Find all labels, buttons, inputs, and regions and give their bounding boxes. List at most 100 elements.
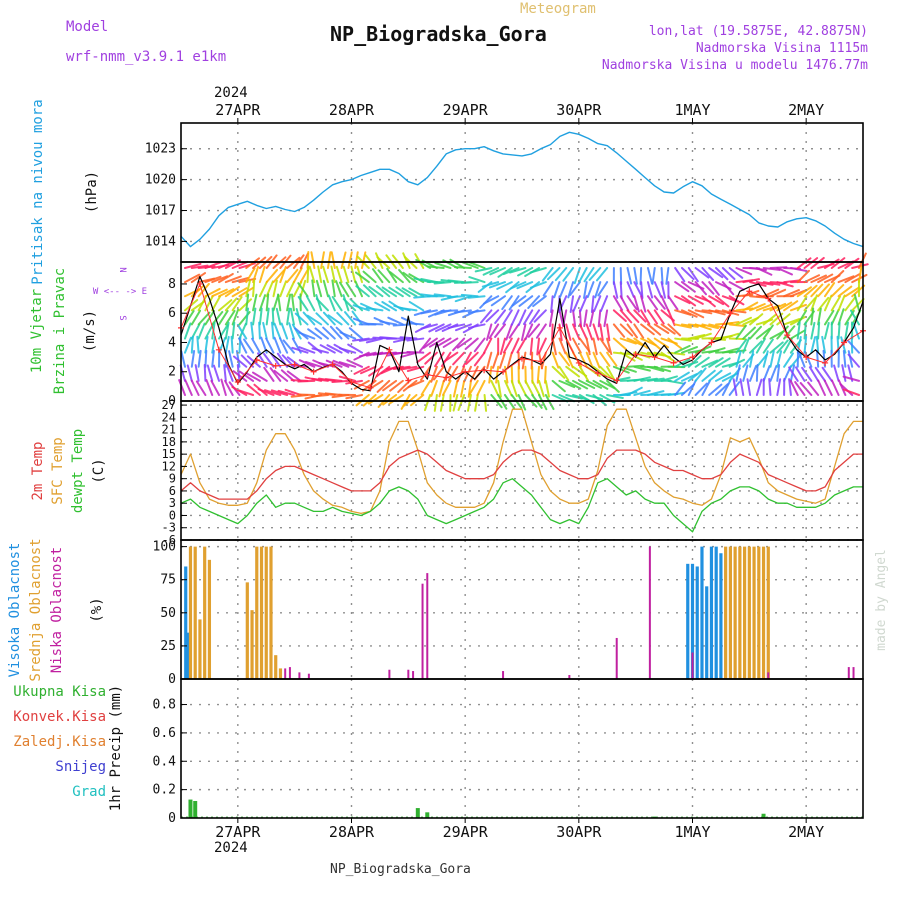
wind-gust-marker bbox=[727, 310, 734, 317]
wind-barb bbox=[352, 304, 370, 312]
mid-cloud-bar bbox=[728, 546, 732, 679]
wind-barb bbox=[755, 267, 773, 276]
precip-bar bbox=[415, 808, 420, 818]
wind-barb bbox=[538, 379, 545, 398]
temp-2m-line bbox=[180, 449, 863, 500]
wind-barb bbox=[224, 379, 234, 396]
y-tick-label: 75 bbox=[160, 573, 176, 588]
wind-barb bbox=[823, 379, 833, 396]
wind-barb bbox=[367, 394, 384, 405]
wind-barb bbox=[619, 281, 623, 300]
wind-barb bbox=[406, 365, 425, 373]
wind-barb bbox=[395, 286, 411, 298]
wind-barb bbox=[502, 267, 520, 276]
wind-barb bbox=[653, 281, 663, 298]
wind-barb bbox=[547, 267, 561, 281]
wind-barb bbox=[619, 295, 630, 312]
wind-barb bbox=[633, 376, 651, 382]
wind-barb bbox=[844, 273, 861, 284]
wind-barb bbox=[210, 379, 221, 396]
wind-gust-marker bbox=[424, 371, 431, 378]
wind-barb bbox=[401, 287, 418, 298]
wind-barb bbox=[228, 350, 234, 368]
wind-barb bbox=[527, 295, 541, 310]
wind-gust-marker bbox=[481, 367, 488, 374]
wind-gust-marker bbox=[310, 368, 317, 375]
wind-barb bbox=[342, 294, 350, 312]
wind-barb bbox=[660, 295, 670, 312]
wind-barb bbox=[821, 366, 833, 382]
wind-barb bbox=[307, 328, 323, 340]
wind-barb bbox=[509, 267, 527, 274]
wind-barb bbox=[715, 383, 729, 396]
wind-barb bbox=[178, 379, 186, 396]
wind-barb bbox=[522, 309, 534, 326]
y-tick-label: 0 bbox=[168, 394, 176, 409]
wind-barb bbox=[612, 323, 626, 338]
wind-barb bbox=[701, 281, 715, 295]
wind-barb bbox=[286, 370, 302, 382]
wind-barb bbox=[393, 337, 411, 343]
wind-barb bbox=[660, 267, 664, 285]
mid-cloud-bar bbox=[724, 546, 728, 679]
wind-barb bbox=[807, 381, 820, 396]
wind-barb bbox=[529, 337, 534, 356]
low-cloud-bar bbox=[298, 672, 301, 679]
wind-barb bbox=[814, 366, 826, 382]
wind-barb bbox=[355, 394, 370, 407]
wind-barb bbox=[492, 351, 500, 369]
wind-barb bbox=[517, 379, 527, 397]
wind-barb bbox=[231, 260, 249, 269]
wind-barb bbox=[844, 257, 860, 269]
wind-barb bbox=[708, 369, 723, 382]
wind-barb bbox=[347, 251, 353, 269]
wind-barb bbox=[190, 379, 200, 396]
y-tick-label: -3 bbox=[162, 521, 176, 535]
wind-barb bbox=[532, 295, 547, 308]
wind-barb bbox=[755, 353, 769, 368]
wind-barb bbox=[803, 284, 818, 298]
wind-barb bbox=[197, 311, 211, 326]
high-cloud-bar bbox=[705, 586, 709, 679]
y-tick-label: 100 bbox=[153, 540, 176, 555]
wind-barb bbox=[351, 310, 364, 326]
wind-barb bbox=[299, 252, 309, 269]
wind-barb bbox=[538, 337, 547, 355]
wind-barb bbox=[817, 379, 826, 396]
wind-barb bbox=[801, 366, 813, 382]
wind-barb bbox=[783, 289, 800, 298]
wind-barb bbox=[583, 267, 595, 283]
wind-barb bbox=[708, 309, 726, 316]
wind-barb bbox=[399, 336, 418, 340]
wind-barb bbox=[184, 379, 193, 396]
wind-barb bbox=[508, 323, 520, 339]
wind-barb bbox=[573, 267, 581, 285]
wind-barb bbox=[322, 311, 336, 326]
wind-barb bbox=[271, 321, 275, 340]
wind-barb bbox=[715, 372, 732, 382]
wind-barb bbox=[640, 281, 644, 300]
wind-barb bbox=[841, 364, 847, 382]
wind-barb bbox=[565, 351, 574, 369]
wind-barb bbox=[468, 276, 486, 284]
panel-frame-precip bbox=[180, 678, 864, 819]
mid-cloud-bar bbox=[738, 546, 742, 679]
wind-barb bbox=[290, 293, 295, 312]
x-tick-label-top: 29APR bbox=[443, 101, 489, 119]
wind-barb bbox=[585, 337, 591, 356]
wind-barb bbox=[330, 251, 336, 269]
wind-barb bbox=[442, 379, 452, 397]
wind-barb bbox=[239, 370, 255, 382]
wind-barb bbox=[837, 379, 847, 396]
wind-barb bbox=[382, 379, 398, 392]
wind-gust-marker bbox=[537, 358, 544, 365]
wind-barb bbox=[224, 286, 240, 298]
wind-barb bbox=[728, 281, 745, 291]
high-cloud-bar bbox=[709, 546, 714, 679]
wind-barb bbox=[426, 265, 445, 269]
wind-barb bbox=[646, 390, 665, 396]
wind-barb bbox=[579, 295, 588, 312]
wind-barb bbox=[516, 337, 527, 354]
wind-barb bbox=[583, 309, 588, 328]
